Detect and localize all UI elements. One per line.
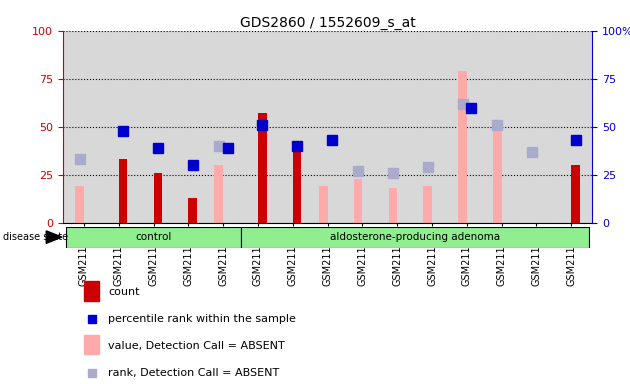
Bar — [258, 113, 266, 223]
Bar — [188, 198, 197, 223]
Bar — [84, 335, 99, 354]
FancyBboxPatch shape — [241, 227, 588, 248]
Text: percentile rank within the sample: percentile rank within the sample — [108, 314, 296, 324]
Bar — [118, 159, 127, 223]
Bar — [493, 121, 501, 223]
Bar — [458, 71, 467, 223]
Bar — [423, 186, 432, 223]
Bar — [319, 186, 328, 223]
Text: control: control — [135, 232, 172, 242]
Bar — [154, 173, 162, 223]
Title: GDS2860 / 1552609_s_at: GDS2860 / 1552609_s_at — [240, 16, 415, 30]
Bar — [353, 179, 362, 223]
Text: value, Detection Call = ABSENT: value, Detection Call = ABSENT — [108, 341, 285, 351]
Text: rank, Detection Call = ABSENT: rank, Detection Call = ABSENT — [108, 367, 279, 377]
Bar — [571, 165, 580, 223]
Bar — [75, 186, 84, 223]
Text: disease state: disease state — [3, 232, 68, 242]
Bar — [84, 281, 99, 301]
Bar — [214, 165, 223, 223]
FancyBboxPatch shape — [67, 227, 241, 248]
Text: count: count — [108, 287, 139, 297]
Polygon shape — [46, 231, 62, 243]
Bar — [389, 188, 398, 223]
Text: aldosterone-producing adenoma: aldosterone-producing adenoma — [329, 232, 500, 242]
Bar — [293, 152, 302, 223]
